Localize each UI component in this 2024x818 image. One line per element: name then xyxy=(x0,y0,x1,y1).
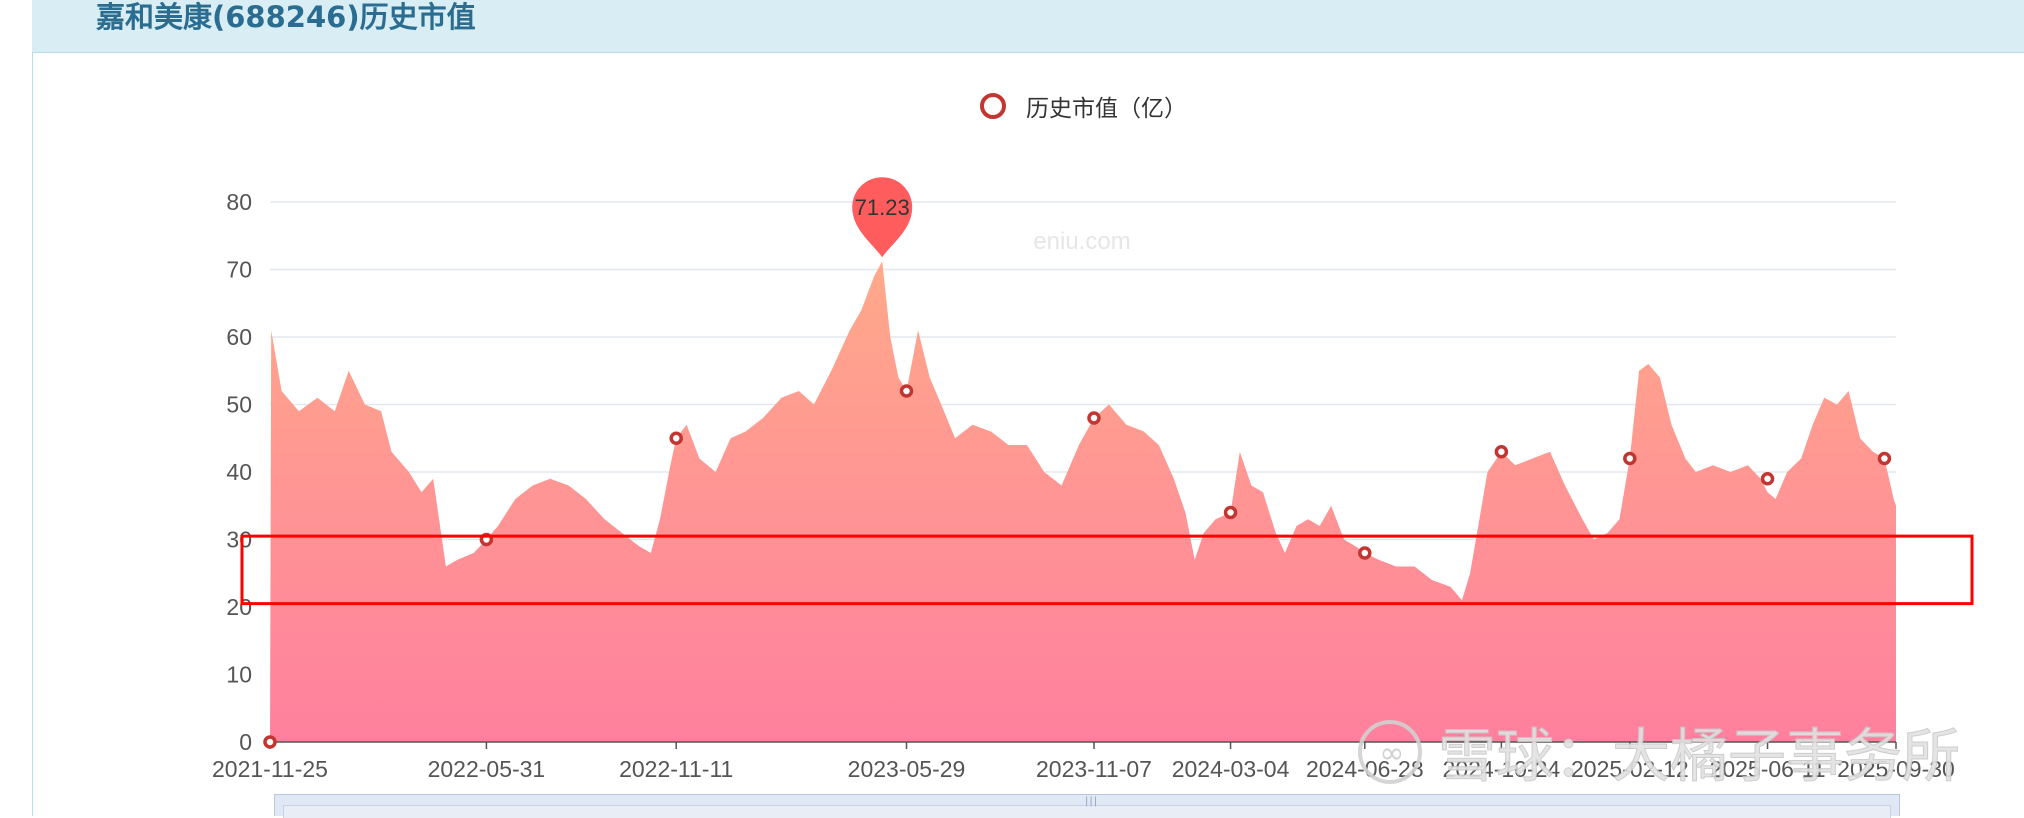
data-point-marker xyxy=(1223,505,1238,520)
y-tick-label: 0 xyxy=(239,729,252,755)
y-tick-label: 50 xyxy=(226,392,252,418)
legend-label: 历史市值（亿） xyxy=(1026,96,1187,122)
data-point-marker xyxy=(1494,445,1509,459)
data-point-marker xyxy=(1760,472,1775,486)
highlight-box xyxy=(240,534,1974,606)
legend[interactable]: 历史市值（亿） xyxy=(980,88,1187,124)
data-point-marker xyxy=(1087,411,1101,425)
datazoom-track[interactable] xyxy=(283,805,1891,818)
max-value-label: 71.23 xyxy=(855,195,910,220)
data-point-marker xyxy=(1358,546,1372,560)
y-tick-label: 30 xyxy=(226,527,252,553)
card-header: 嘉和美康(688246)历史市值 xyxy=(32,0,2024,53)
x-tick-label: 2025-06-11 xyxy=(1710,756,1826,782)
data-point-marker xyxy=(669,431,683,445)
x-tick-label: 2022-11-11 xyxy=(619,756,733,782)
datazoom-handle[interactable]: ||| xyxy=(1085,796,1099,807)
x-tick-label: 2024-03-04 xyxy=(1172,756,1290,782)
x-tick-label: 2025-09-30 xyxy=(1837,756,1955,782)
max-pin-icon xyxy=(852,177,913,258)
series-area xyxy=(270,261,1896,742)
datazoom-slider[interactable]: ||| xyxy=(274,794,1900,818)
legend-circle-icon xyxy=(980,93,1006,119)
brand-logo-icon xyxy=(1358,720,1422,784)
x-tick-label: 2024-10-24 xyxy=(1443,756,1561,782)
y-tick-label: 60 xyxy=(226,324,252,350)
data-point-marker xyxy=(263,735,277,749)
brand-logo-glyph: ∞ xyxy=(1380,736,1405,771)
x-tick-label: 2023-05-29 xyxy=(848,756,966,782)
x-tick-label: 2025-02-12 xyxy=(1571,756,1689,782)
x-tick-label: 2023-11-07 xyxy=(1036,756,1152,782)
x-tick-label: 2022-05-31 xyxy=(428,756,546,782)
y-tick-label: 20 xyxy=(226,594,252,620)
watermark-brand-group: ∞ 雪球：大橘子事务所 xyxy=(1358,720,1961,791)
data-point-marker xyxy=(899,384,914,398)
data-point-marker xyxy=(1877,451,1892,466)
y-tick-label: 70 xyxy=(226,257,252,283)
data-point-marker xyxy=(1623,451,1637,466)
y-tick-label: 40 xyxy=(226,459,252,485)
y-tick-label: 10 xyxy=(226,662,252,688)
watermark-site: eniu.com xyxy=(1033,228,1130,255)
x-tick-label: 2021-11-25 xyxy=(212,756,328,782)
page-title: 嘉和美康(688246)历史市值 xyxy=(96,0,476,34)
y-tick-label: 80 xyxy=(226,189,252,215)
watermark-brand: 雪球：大橘子事务所 xyxy=(1438,722,1960,790)
